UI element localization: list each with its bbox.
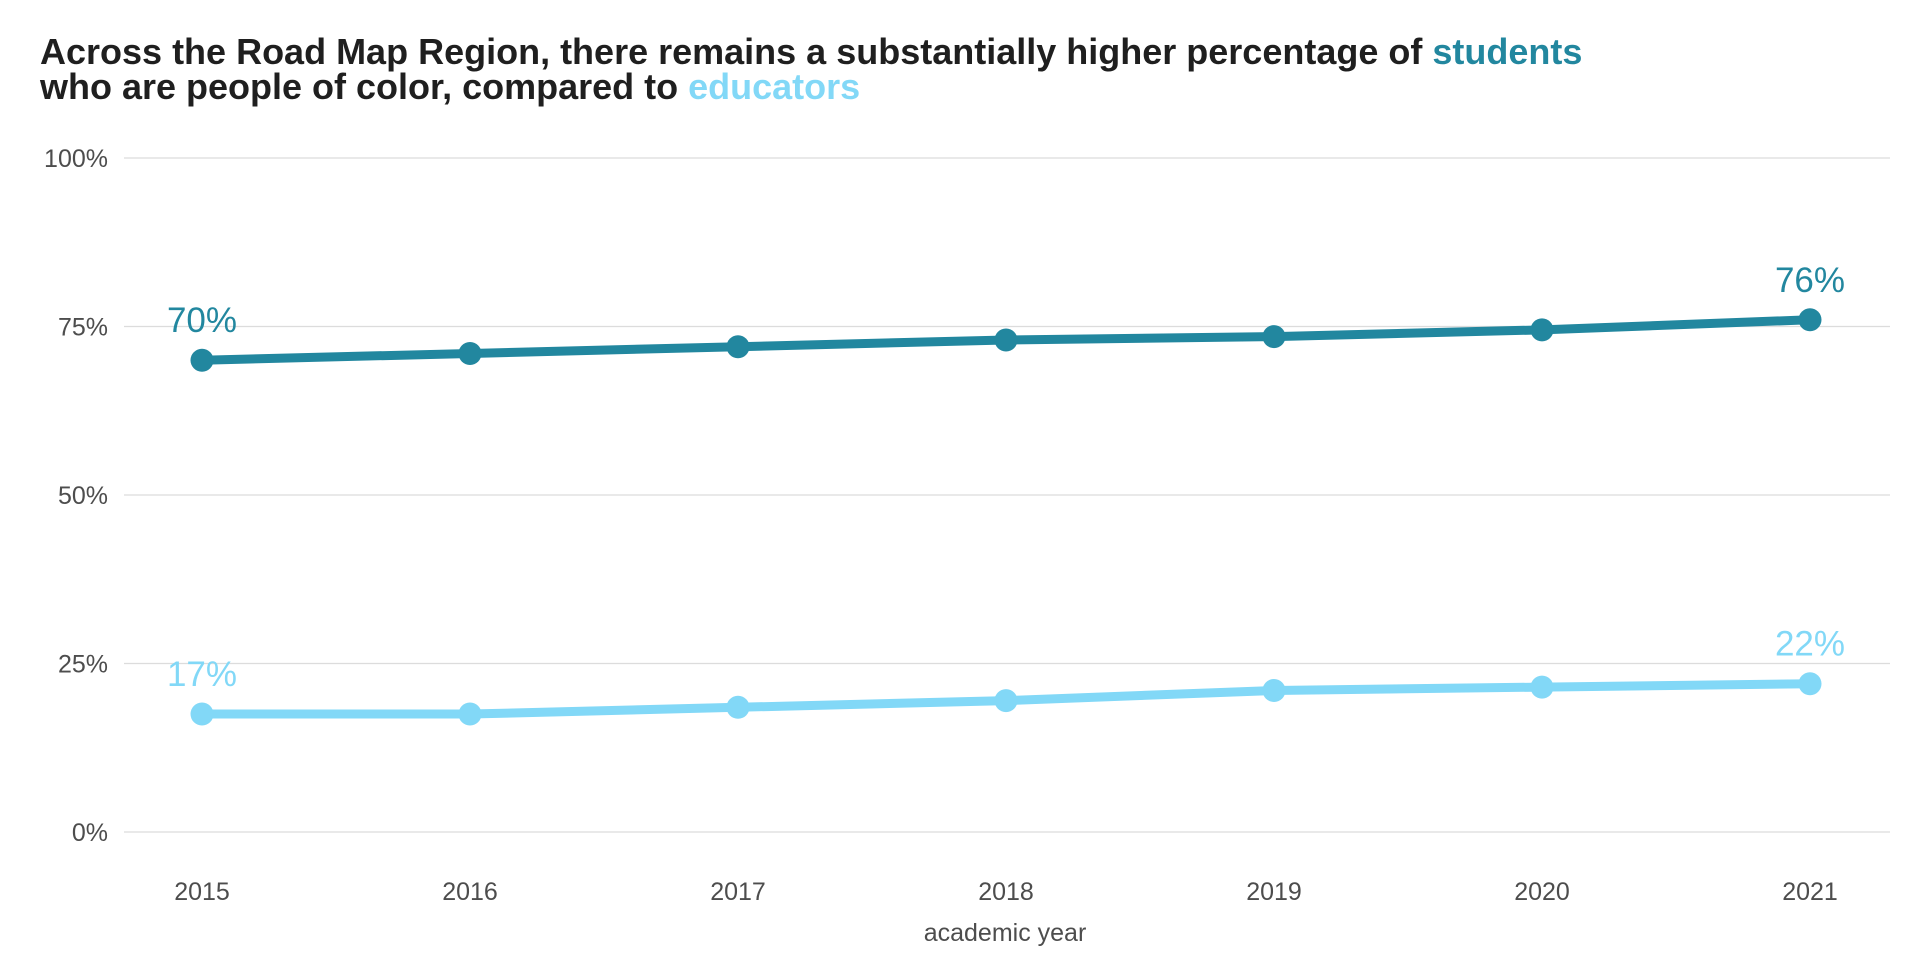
x-tick-label: 2019 <box>1246 878 1302 906</box>
data-point <box>726 695 750 719</box>
data-point <box>1262 678 1286 702</box>
series-group <box>190 308 1822 726</box>
data-point <box>458 341 482 365</box>
x-tick-label: 2021 <box>1782 878 1838 906</box>
data-point <box>1798 308 1822 332</box>
y-tick-label: 0% <box>72 819 108 847</box>
y-axis-ticks: 0% 25% 50% 75% 100% <box>44 145 108 847</box>
data-label: 17% <box>167 655 237 694</box>
x-tick-label: 2017 <box>710 878 766 906</box>
title-text-line2: who are people of color, compared to <box>40 66 689 107</box>
chart-title: Across the Road Map Region, there remain… <box>40 31 1583 107</box>
data-point <box>726 335 750 359</box>
y-tick-label: 50% <box>58 482 108 510</box>
data-point <box>458 702 482 726</box>
gridlines <box>124 157 1890 833</box>
x-tick-label: 2018 <box>978 878 1034 906</box>
title-text-line1: Across the Road Map Region, there remain… <box>40 31 1433 72</box>
y-tick-label: 75% <box>58 314 108 342</box>
title-highlight-students: students <box>1432 31 1583 72</box>
data-point <box>994 328 1018 352</box>
series-students <box>190 308 1822 372</box>
y-tick-label: 100% <box>44 145 108 173</box>
data-point <box>190 702 214 726</box>
data-labels: 70% 76% 17% 22% <box>167 261 1845 694</box>
title-highlight-educators: educators <box>688 66 861 107</box>
x-axis-ticks: 2015 2016 2017 2018 2019 2020 2021 <box>174 878 1838 906</box>
series-educators <box>190 672 1822 726</box>
data-label: 22% <box>1775 625 1845 664</box>
data-label: 76% <box>1775 261 1845 300</box>
data-point <box>1262 325 1286 349</box>
x-tick-label: 2015 <box>174 878 230 906</box>
data-point <box>1798 672 1822 696</box>
x-axis-title: academic year <box>924 919 1087 947</box>
data-point <box>190 348 214 372</box>
x-tick-label: 2016 <box>442 878 498 906</box>
data-point <box>1530 675 1554 699</box>
data-point <box>994 689 1018 713</box>
y-tick-label: 25% <box>58 651 108 679</box>
x-tick-label: 2020 <box>1514 878 1570 906</box>
data-point <box>1530 318 1554 342</box>
data-label: 70% <box>167 301 237 340</box>
